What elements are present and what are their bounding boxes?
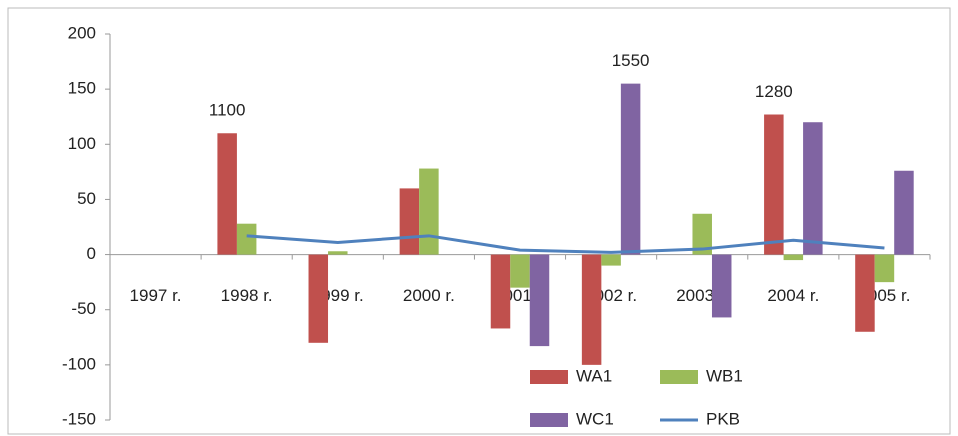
bar [601, 254, 621, 266]
y-tick-label: -50 [71, 299, 96, 318]
x-tick-label: 1997 r. [130, 286, 182, 305]
bar [399, 188, 420, 255]
legend-swatch [530, 413, 568, 427]
bar [620, 83, 641, 255]
bar [855, 254, 875, 332]
bar [328, 251, 348, 255]
bar [874, 254, 895, 283]
line-series [246, 234, 885, 254]
y-tick-label: -100 [62, 354, 96, 373]
bar [894, 170, 914, 255]
legend-label: WB1 [706, 366, 743, 385]
bar [692, 213, 712, 255]
bar [490, 254, 511, 329]
legend-label: PKB [706, 409, 740, 428]
bar [581, 254, 602, 365]
y-tick-label: 150 [68, 79, 96, 98]
legend-label: WC1 [576, 409, 614, 428]
bar [764, 114, 784, 255]
legend-swatch [530, 370, 568, 384]
bar [308, 254, 329, 343]
y-tick-label: 0 [87, 244, 96, 263]
bar [711, 254, 732, 318]
legend-label: WA1 [576, 366, 612, 385]
annotation: 1280 [755, 82, 793, 101]
x-tick-label: 2004 r. [767, 286, 819, 305]
bar [529, 254, 550, 347]
annotation: 1550 [612, 51, 650, 70]
chart-frame [7, 7, 951, 435]
y-tick-label: 200 [68, 23, 96, 42]
annotation: 1100 [209, 101, 246, 120]
bar [803, 122, 823, 255]
bar [419, 168, 439, 255]
bar [217, 133, 237, 255]
x-tick-label: 2000 r. [403, 286, 455, 305]
bar [783, 254, 804, 261]
y-tick-label: -150 [62, 409, 96, 428]
y-tick-label: 100 [68, 134, 96, 153]
bar [236, 223, 257, 255]
x-tick-label: 1998 r. [221, 286, 273, 305]
y-tick-label: 50 [77, 189, 96, 208]
bar [510, 254, 530, 288]
legend-swatch [660, 370, 698, 384]
